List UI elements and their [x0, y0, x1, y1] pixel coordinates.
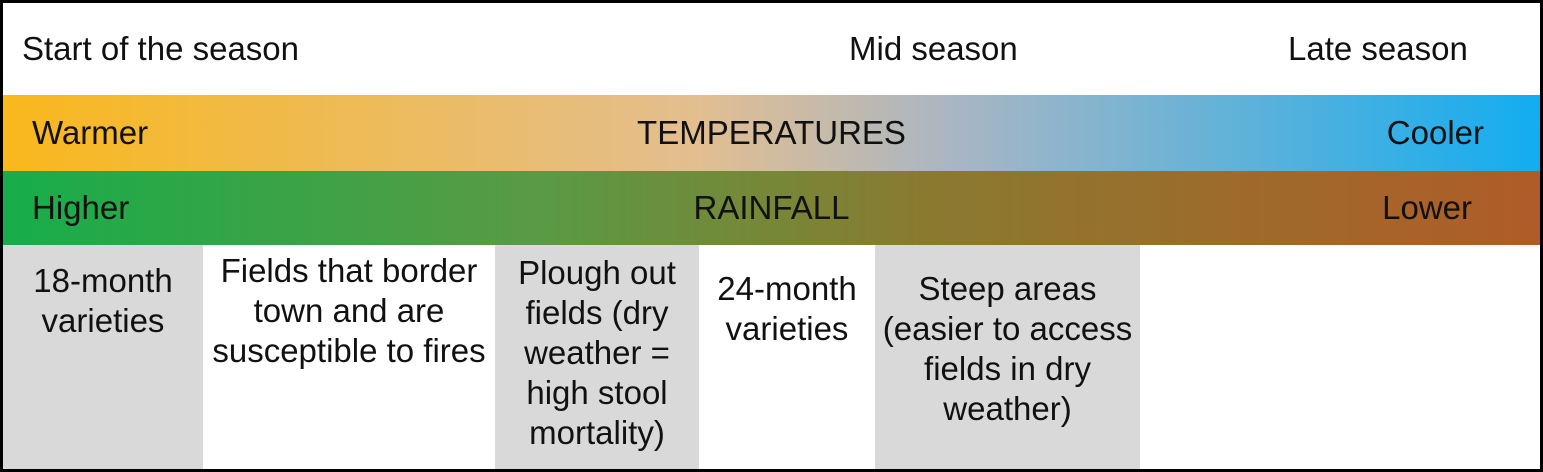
temperature-right-label: Cooler [1386, 114, 1484, 151]
season-timeline-row: Start of the season Mid season Late seas… [3, 3, 1540, 95]
cell-plough-out-fields: Plough out fields (dry weather = high st… [495, 245, 699, 469]
season-late-label: Late season [1288, 30, 1468, 67]
cell-fields-border-town: Fields that border town and are suscepti… [203, 245, 495, 469]
cell-text: Fields that border town and are suscepti… [212, 252, 486, 369]
rainfall-left-label: Higher [32, 189, 130, 226]
harvest-priority-cells: 18-month varieties Fields that border to… [3, 245, 1540, 469]
cell-18-month-varieties: 18-month varieties [3, 245, 203, 469]
cell-steep-areas: Steep areas (easier to access fields in … [875, 245, 1140, 469]
season-mid-label: Mid season [849, 30, 1018, 67]
cell-text: Steep areas (easier to access fields in … [882, 270, 1133, 427]
cell-text: 24-month varieties [717, 270, 857, 347]
temperature-title: TEMPERATURES [637, 114, 906, 151]
cell-24-month-varieties: 24-month varieties [699, 245, 875, 469]
cell-text: 18-month varieties [33, 262, 173, 339]
season-start-label: Start of the season [22, 30, 300, 67]
cell-empty [1140, 245, 1540, 469]
temperature-gradient-band: Warmer TEMPERATURES Cooler [3, 95, 1540, 171]
rainfall-gradient-band: Higher RAINFALL Lower [3, 171, 1540, 245]
temperature-left-label: Warmer [32, 114, 149, 151]
rainfall-right-label: Lower [1382, 189, 1472, 226]
cell-text: Plough out fields (dry weather = high st… [518, 254, 676, 451]
rainfall-title: RAINFALL [693, 189, 850, 226]
